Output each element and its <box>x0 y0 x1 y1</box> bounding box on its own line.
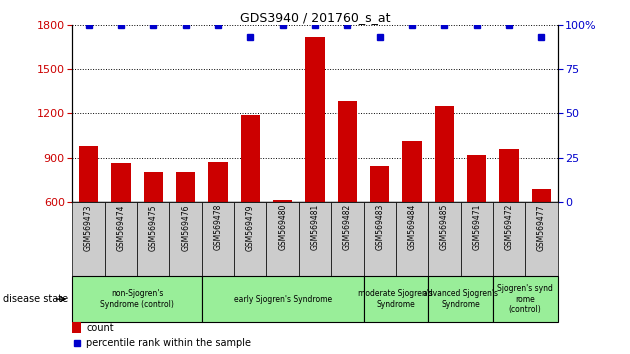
Bar <box>234 202 266 276</box>
Text: GSM569478: GSM569478 <box>214 204 222 250</box>
Bar <box>112 164 130 290</box>
Text: GSM569485: GSM569485 <box>440 204 449 250</box>
Bar <box>525 202 558 276</box>
Bar <box>273 200 292 290</box>
Text: advanced Sjogren's
Syndrome: advanced Sjogren's Syndrome <box>423 290 498 309</box>
Title: GDS3940 / 201760_s_at: GDS3940 / 201760_s_at <box>240 11 390 24</box>
Bar <box>370 166 389 290</box>
Text: GSM569476: GSM569476 <box>181 204 190 251</box>
Bar <box>532 188 551 290</box>
Bar <box>202 202 234 276</box>
Bar <box>428 276 493 322</box>
Bar <box>306 36 324 290</box>
Text: GSM569477: GSM569477 <box>537 204 546 251</box>
Bar <box>72 276 202 322</box>
Text: disease state: disease state <box>3 294 68 304</box>
Bar <box>364 202 396 276</box>
Bar <box>176 172 195 290</box>
Bar <box>209 162 227 290</box>
Bar <box>266 202 299 276</box>
Text: Sjogren's synd
rome
(control): Sjogren's synd rome (control) <box>497 284 553 314</box>
Bar <box>169 202 202 276</box>
Bar <box>72 202 105 276</box>
Text: GSM569481: GSM569481 <box>311 204 319 250</box>
Bar <box>241 115 260 290</box>
Bar <box>500 149 518 290</box>
Bar <box>493 202 525 276</box>
Text: GSM569480: GSM569480 <box>278 204 287 250</box>
Bar <box>403 141 421 290</box>
Bar <box>299 202 331 276</box>
Text: GSM569483: GSM569483 <box>375 204 384 250</box>
Bar <box>467 155 486 290</box>
Text: GSM569471: GSM569471 <box>472 204 481 250</box>
Bar <box>202 276 364 322</box>
Text: GSM569473: GSM569473 <box>84 204 93 251</box>
Bar <box>79 147 98 290</box>
Text: GSM569472: GSM569472 <box>505 204 513 250</box>
Text: count: count <box>86 322 113 332</box>
Bar <box>137 202 169 276</box>
Bar <box>493 276 558 322</box>
Bar <box>364 276 428 322</box>
Bar <box>105 202 137 276</box>
Bar <box>461 202 493 276</box>
Text: percentile rank within the sample: percentile rank within the sample <box>86 338 251 348</box>
Text: GSM569479: GSM569479 <box>246 204 255 251</box>
Bar <box>428 202 461 276</box>
Text: GSM569475: GSM569475 <box>149 204 158 251</box>
Bar <box>144 172 163 290</box>
Text: GSM569474: GSM569474 <box>117 204 125 251</box>
Text: GSM569484: GSM569484 <box>408 204 416 250</box>
Text: GSM569482: GSM569482 <box>343 204 352 250</box>
Bar <box>396 202 428 276</box>
Bar <box>435 106 454 290</box>
Text: moderate Sjogren's
Syndrome: moderate Sjogren's Syndrome <box>358 290 433 309</box>
Bar <box>72 322 81 333</box>
Bar <box>338 101 357 290</box>
Text: early Sjogren's Syndrome: early Sjogren's Syndrome <box>234 295 332 304</box>
Bar <box>331 202 364 276</box>
Text: non-Sjogren's
Syndrome (control): non-Sjogren's Syndrome (control) <box>100 290 174 309</box>
